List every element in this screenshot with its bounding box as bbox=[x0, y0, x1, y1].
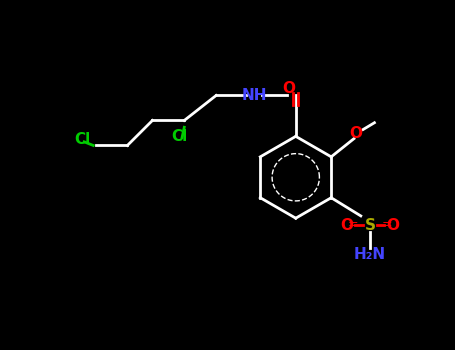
Text: H₂N: H₂N bbox=[354, 247, 386, 262]
Text: O: O bbox=[341, 217, 354, 232]
Text: S: S bbox=[364, 217, 375, 232]
Text: Cl: Cl bbox=[74, 133, 90, 147]
Text: O: O bbox=[386, 217, 399, 232]
Text: =: = bbox=[347, 218, 358, 231]
Text: =: = bbox=[382, 218, 393, 231]
Text: NH: NH bbox=[242, 88, 268, 103]
Text: Cl: Cl bbox=[172, 129, 188, 144]
Text: O: O bbox=[350, 126, 363, 141]
Text: O: O bbox=[283, 81, 295, 96]
